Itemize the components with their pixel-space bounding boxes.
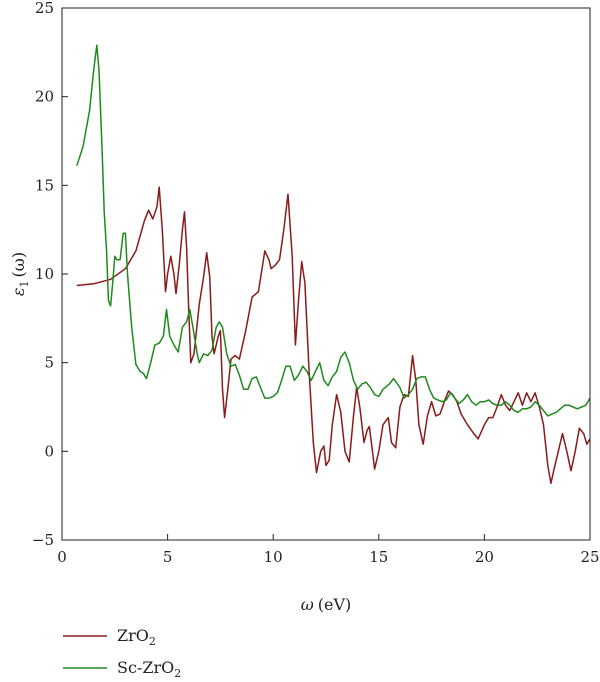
legend: ZrO2 Sc-ZrO2 bbox=[63, 626, 181, 680]
y-tick-label: 0 bbox=[44, 442, 54, 460]
y-axis-label-arg: (ω) bbox=[9, 252, 28, 278]
x-tick-label: 10 bbox=[264, 548, 283, 566]
legend-label-sc-zro2: Sc-ZrO2 bbox=[117, 658, 181, 680]
x-axis-label: ω (eV) bbox=[301, 595, 352, 614]
series-line-sc-zro2 bbox=[76, 44, 590, 417]
y-tick-label: 25 bbox=[35, 0, 54, 17]
y-axis-label: ε1 (ω) bbox=[9, 252, 31, 296]
y-axis-label-symbol: ε bbox=[9, 287, 28, 296]
legend-label-sc-zro2-sub: 2 bbox=[174, 667, 181, 680]
x-tick-label: 25 bbox=[580, 548, 599, 566]
y-tick-label: 10 bbox=[35, 265, 54, 283]
y-tick-label: −5 bbox=[32, 531, 54, 549]
legend-label-zro2-sub: 2 bbox=[149, 635, 156, 648]
x-tick-label: 5 bbox=[163, 548, 173, 566]
y-tick-label: 15 bbox=[35, 176, 54, 194]
legend-label-zro2: ZrO2 bbox=[117, 626, 156, 648]
x-tick-label: 20 bbox=[475, 548, 494, 566]
x-tick-label: 0 bbox=[57, 548, 67, 566]
legend-label-sc-zro2-base: Sc-ZrO bbox=[117, 658, 174, 677]
y-tick-label: 5 bbox=[44, 354, 54, 372]
y-axis-label-subscript: 1 bbox=[18, 280, 31, 287]
x-axis-label-symbol: ω bbox=[301, 595, 314, 614]
x-axis-label-unit: (eV) bbox=[318, 595, 352, 614]
series-layer bbox=[76, 44, 590, 485]
x-tick-label: 15 bbox=[369, 548, 388, 566]
y-tick-label: 20 bbox=[35, 88, 54, 106]
series-line-zro2 bbox=[76, 186, 590, 485]
legend-label-zro2-base: ZrO bbox=[117, 626, 149, 645]
